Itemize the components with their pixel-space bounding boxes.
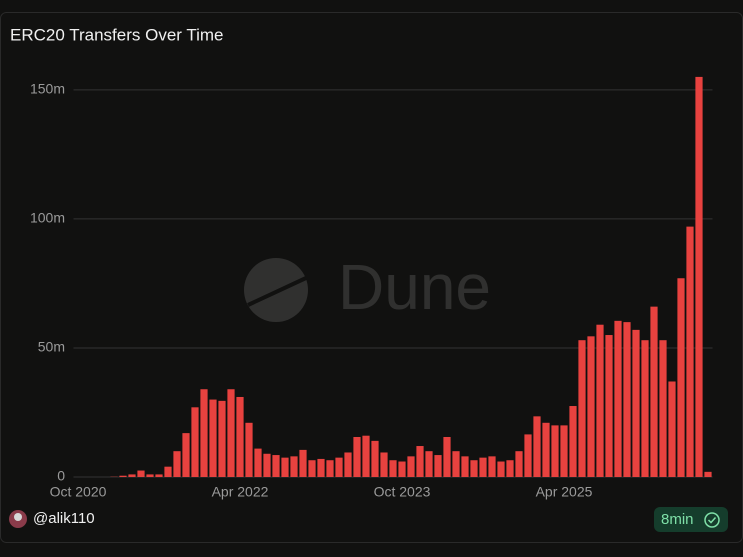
bar: [524, 434, 532, 477]
bar: [425, 451, 433, 477]
bar: [407, 456, 415, 477]
bar: [569, 406, 577, 477]
bar: [506, 460, 514, 477]
bar: [470, 460, 478, 477]
bar: [497, 461, 505, 477]
refresh-check: [707, 516, 717, 524]
bar: [164, 466, 172, 477]
bar: [299, 449, 307, 477]
bar: [479, 457, 487, 477]
bar: [515, 451, 523, 477]
bar: [686, 226, 694, 477]
bar: [488, 456, 496, 477]
bar: [236, 396, 244, 477]
user-handle[interactable]: @alik110: [33, 510, 95, 527]
bar: [434, 455, 442, 477]
bar: [191, 407, 199, 477]
x-tick-label: Oct 2020: [50, 484, 107, 500]
x-tick-label: Oct 2023: [374, 484, 431, 500]
bar: [704, 471, 712, 477]
bar: [641, 340, 649, 477]
bar: [290, 456, 298, 477]
bar: [218, 400, 226, 477]
bar: [155, 474, 163, 477]
bar: [677, 278, 685, 477]
bar: [335, 457, 343, 477]
bar: [587, 336, 595, 477]
bar: [461, 456, 469, 477]
watermark-logo: [244, 258, 308, 322]
bar: [182, 433, 190, 477]
bar: [272, 455, 280, 477]
bar: [173, 451, 181, 477]
y-tick-label: 0: [57, 468, 65, 484]
bar: [128, 474, 136, 477]
bar: [533, 416, 541, 477]
bar: [317, 458, 325, 477]
bar: [200, 389, 208, 477]
bar: [263, 453, 271, 477]
bar: [560, 425, 568, 477]
x-tick-label: Apr 2022: [212, 484, 269, 500]
bar: [443, 436, 451, 477]
avatar-face: [14, 513, 22, 521]
bar: [668, 381, 676, 477]
bar: [389, 460, 397, 477]
chart-title: ERC20 Transfers Over Time: [10, 25, 224, 44]
bar: [344, 452, 352, 477]
bar: [695, 76, 703, 477]
bar: [362, 435, 370, 477]
refresh-text: 8min: [661, 511, 694, 528]
y-tick-label: 150m: [30, 81, 65, 97]
bar: [146, 474, 154, 477]
bar: [452, 451, 460, 477]
bar: [326, 460, 334, 477]
x-tick-label: Apr 2025: [536, 484, 593, 500]
bar: [605, 335, 613, 477]
watermark: Dune: [244, 251, 491, 323]
bar: [380, 452, 388, 477]
bar: [137, 470, 145, 477]
bar: [281, 457, 289, 477]
y-tick-label: 100m: [30, 210, 65, 226]
bar: [578, 340, 586, 477]
bar: [227, 389, 235, 477]
bar: [542, 422, 550, 477]
bar: [416, 446, 424, 477]
bar: [398, 461, 406, 477]
bar: [623, 322, 631, 477]
bar: [614, 320, 622, 477]
bar: [659, 340, 667, 477]
bar: [254, 448, 262, 477]
bar: [119, 475, 127, 477]
bar: [551, 425, 559, 477]
bar: [371, 440, 379, 477]
watermark-text: Dune: [338, 251, 491, 323]
refresh-icon: [704, 512, 720, 528]
bar: [650, 306, 658, 477]
bar: [209, 399, 217, 477]
bar: [245, 422, 253, 477]
y-tick-label: 50m: [38, 339, 65, 355]
plot: 0 50m 100m 150m Oct 2020 Apr 2022 Oct 2023 Apr …: [30, 76, 713, 500]
bar: [353, 436, 361, 477]
bar: [308, 460, 316, 477]
bar: [632, 329, 640, 477]
watermark-logo-line: [247, 276, 307, 307]
bar: [596, 324, 604, 477]
